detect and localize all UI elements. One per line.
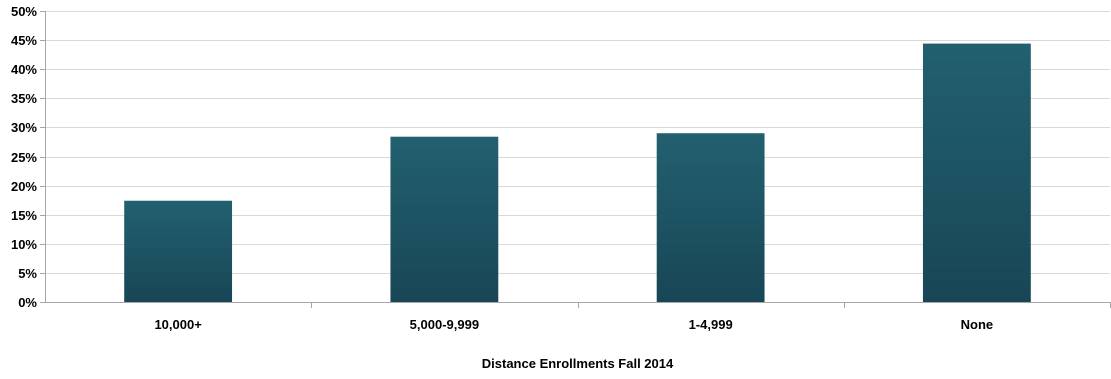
x-axis-title: Distance Enrollments Fall 2014 xyxy=(482,356,674,371)
y-tick-labels: 0% 5% 10% 15% 20% 25% 30% 35% 40% 45% 50% xyxy=(11,4,37,310)
y-tick-label: 10% xyxy=(11,237,37,252)
y-tick-label: 45% xyxy=(11,33,37,48)
y-tick-label: 50% xyxy=(11,4,37,19)
y-tick-label: 35% xyxy=(11,91,37,106)
bars xyxy=(124,43,1031,302)
y-tick-label: 30% xyxy=(11,120,37,135)
x-category-label: 5,000-9,999 xyxy=(410,317,479,332)
x-category-labels: 10,000+ 5,000-9,999 1-4,999 None xyxy=(154,317,993,332)
y-tick-label: 40% xyxy=(11,62,37,77)
x-category-label: None xyxy=(961,317,994,332)
axes xyxy=(40,11,1111,308)
bar-1 xyxy=(124,200,233,302)
bar-2 xyxy=(390,136,499,302)
bar-3 xyxy=(656,133,765,302)
x-category-label: 1-4,999 xyxy=(689,317,733,332)
y-tick-label: 25% xyxy=(11,150,37,165)
y-tick-label: 15% xyxy=(11,208,37,223)
y-tick-label: 20% xyxy=(11,179,37,194)
bar-4 xyxy=(922,43,1031,302)
y-tick-label: 0% xyxy=(18,295,37,310)
y-tick-label: 5% xyxy=(18,266,37,281)
x-category-label: 10,000+ xyxy=(154,317,202,332)
